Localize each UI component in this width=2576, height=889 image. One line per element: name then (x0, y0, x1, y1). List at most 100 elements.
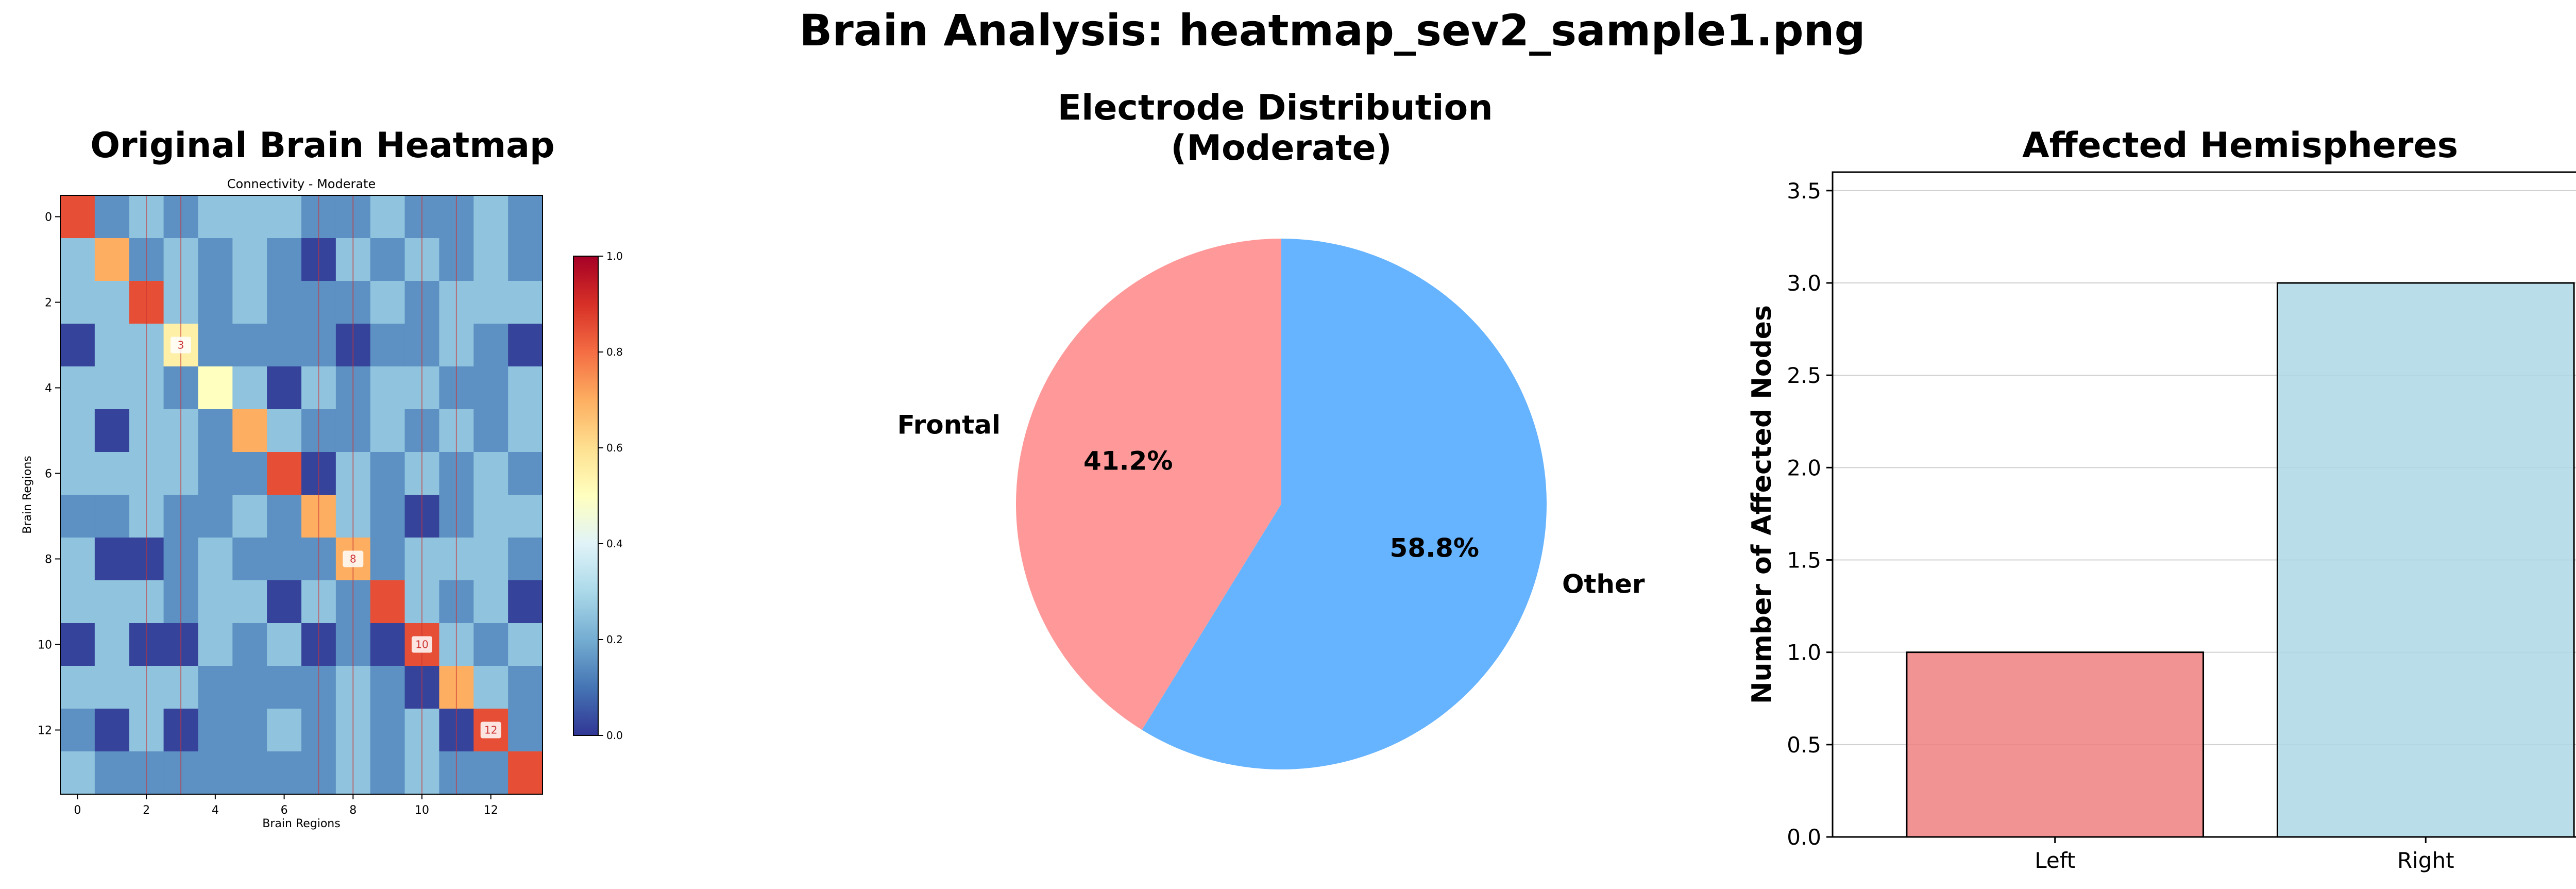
heatmap-cell (94, 709, 130, 752)
heatmap-cell (198, 623, 233, 666)
heatmap-cell (198, 366, 233, 410)
heatmap-cell (60, 623, 95, 666)
heatmap-cell (198, 495, 233, 538)
heatmap-cell (198, 238, 233, 281)
colorbar-tick-label: 0.0 (606, 729, 623, 742)
heatmap-cell (508, 666, 543, 709)
bar-y-tick-label: 2.0 (1787, 455, 1821, 480)
heatmap-cell (267, 281, 302, 324)
heatmap-cell (370, 324, 405, 367)
heatmap-cell (267, 666, 302, 709)
heatmap-cell (267, 366, 302, 410)
heatmap-cell (198, 709, 233, 752)
heatmap-cell (473, 751, 509, 795)
heatmap-cell (370, 538, 405, 581)
heatmap-cell (370, 580, 405, 624)
heatmap-x-tick-label: 10 (415, 804, 429, 817)
heatmap-cell (60, 366, 95, 410)
heatmap-x-axis-label: Brain Regions (262, 817, 340, 830)
heatmap-x-tick-label: 8 (349, 804, 357, 817)
heatmap-annotation-box (343, 550, 364, 567)
heatmap-cell (60, 538, 95, 581)
heatmap-cell (473, 238, 509, 281)
heatmap-y-tick-label: 12 (38, 725, 52, 737)
heatmap-cell (370, 409, 405, 452)
heatmap-cell (370, 366, 405, 410)
heatmap-cell (508, 324, 543, 367)
heatmap-cell (473, 452, 509, 495)
heatmap-cell (267, 538, 302, 581)
heatmap-cell (267, 495, 302, 538)
heatmap-cell (473, 538, 509, 581)
heatmap-cell (370, 666, 405, 709)
bar-y-tick-label: 1.5 (1787, 548, 1821, 573)
heatmap-cell (370, 238, 405, 281)
heatmap-cell (198, 538, 233, 581)
heatmap-y-ticks: 0 2 4 6 8 10 12 (38, 211, 60, 737)
heatmap-x-tick-label: 2 (143, 804, 150, 817)
bar-y-tick-label: 1.0 (1787, 640, 1821, 665)
bar-y-ticks: 0.0 0.5 1.0 1.5 2.0 2.5 3.0 3.5 (1787, 178, 1833, 850)
heatmap-frame (60, 195, 543, 795)
colorbar-tick-label: 0.4 (606, 538, 623, 550)
heatmap-annotation-label: 3 (178, 339, 184, 351)
heatmap-cell (60, 495, 95, 538)
heatmap-cell (370, 709, 405, 752)
heatmap-cell (508, 623, 543, 666)
heatmap-cell (473, 623, 509, 666)
heatmap-cell (508, 452, 543, 495)
heatmap-cell (232, 324, 267, 367)
pie-title-line-1: Electrode Distribution (1058, 88, 1493, 128)
heatmap-cell (267, 238, 302, 281)
heatmap-cell (60, 238, 95, 281)
heatmap-cells (60, 195, 543, 795)
heatmap-annotation-label: 10 (415, 639, 428, 651)
pie-title: Electrode Distribution (Moderate) (1058, 88, 1505, 169)
heatmap-cell (508, 238, 543, 281)
heatmap-cell (473, 324, 509, 367)
bar-title: Affected Hemispheres (2022, 125, 2458, 166)
heatmap-cell (508, 366, 543, 410)
pie-category-label: Frontal (897, 410, 1001, 440)
heatmap-cell (94, 666, 130, 709)
heatmap-cell (267, 409, 302, 452)
heatmap-y-tick-label: 10 (38, 639, 52, 652)
heatmap-separators (146, 195, 457, 794)
heatmap-cell (232, 366, 267, 410)
heatmap-y-tick-label: 8 (45, 553, 52, 566)
heatmap-cell (508, 538, 543, 581)
heatmap-annotation-label: 8 (350, 553, 357, 565)
heatmap-cell (232, 580, 267, 624)
heatmap-cell (508, 281, 543, 324)
heatmap-cell (94, 324, 130, 367)
heatmap-cell (370, 623, 405, 666)
heatmap-cell (267, 324, 302, 367)
pie-title-line-2: (Moderate) (1171, 128, 1392, 169)
heatmap-cell (232, 238, 267, 281)
bar-y-tick-label: 3.5 (1787, 178, 1821, 204)
colorbar-tick-label: 0.6 (606, 442, 623, 454)
heatmap-cell (198, 751, 233, 795)
colorbar (573, 256, 599, 736)
heatmap-cell (232, 709, 267, 752)
heatmap-cell (370, 195, 405, 239)
heatmap-cell (60, 751, 95, 795)
heatmap-cell (60, 281, 95, 324)
heatmap-x-tick-label: 12 (484, 804, 498, 817)
heatmap-cell (473, 409, 509, 452)
heatmap-cell (60, 709, 95, 752)
heatmap-cell (473, 195, 509, 239)
heatmap-cell (232, 666, 267, 709)
heatmap-cell (94, 751, 130, 795)
heatmap-cell (60, 195, 95, 239)
heatmap-cell (94, 495, 130, 538)
heatmap-cell (94, 281, 130, 324)
heatmap-cell (232, 452, 267, 495)
bar-y-tick-label: 2.5 (1787, 363, 1821, 388)
bar-panel: Affected Hemispheres 0.0 0.5 1.0 1.5 2.0 2.5 3… (1747, 125, 2576, 873)
heatmap-cell (473, 666, 509, 709)
bar-y-tick-label: 0.0 (1787, 825, 1821, 850)
bar-x-ticks: Left Right (2035, 837, 2454, 873)
heatmap-x-tick-label: 6 (281, 804, 288, 817)
